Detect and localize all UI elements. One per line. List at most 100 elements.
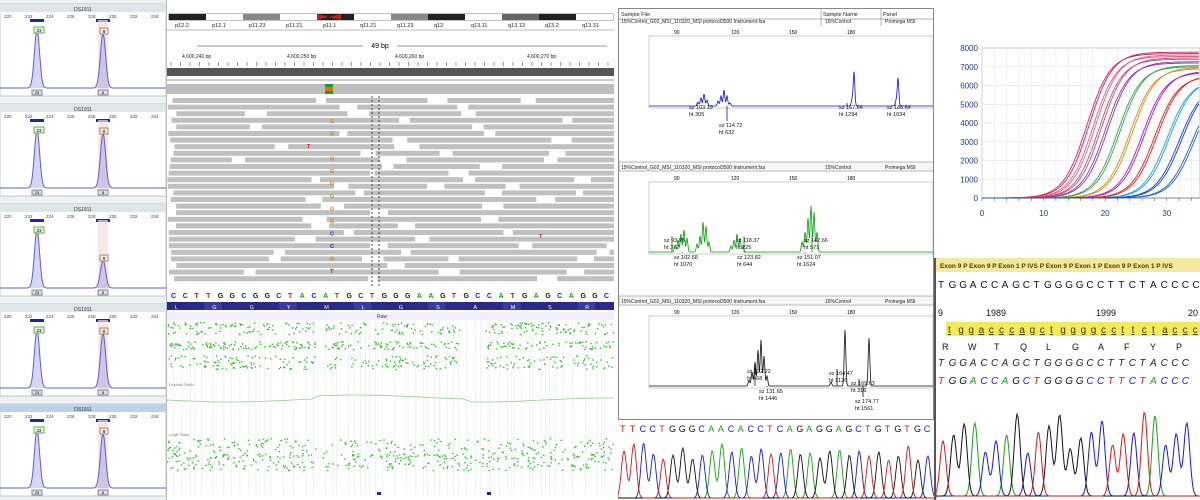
signal-point (241, 343, 244, 345)
signal-point (305, 361, 307, 364)
signal-point (167, 325, 170, 328)
signal-point (547, 322, 550, 324)
signal-point (246, 367, 249, 369)
read (590, 177, 614, 183)
signal-point (511, 327, 513, 330)
signal-point (246, 332, 248, 334)
highlighted-base: c (1040, 325, 1045, 336)
signal-point (378, 448, 380, 451)
signal-point (184, 324, 186, 326)
signal-point (375, 443, 377, 445)
signal-point (396, 343, 398, 345)
signal-point (286, 343, 288, 346)
signal-point (605, 342, 608, 344)
signal-point (499, 365, 502, 367)
signal-point (464, 456, 466, 458)
sequence-base: T (194, 293, 199, 300)
signal-point (233, 361, 236, 364)
signal-point (594, 455, 596, 458)
signal-point (178, 442, 181, 444)
signal-point (525, 347, 528, 349)
signal-point (399, 454, 401, 456)
signal-point (514, 448, 517, 451)
signal-point (389, 341, 391, 343)
amino-acid: A (473, 305, 477, 311)
signal-point (284, 465, 287, 467)
signal-point (238, 361, 241, 364)
signal-point (184, 356, 186, 358)
signal-point (532, 461, 535, 463)
signal-point (300, 343, 303, 346)
signal-point (532, 457, 535, 459)
peak-tag-box (33, 426, 45, 434)
signal-point (339, 358, 342, 361)
signal-point (454, 459, 456, 461)
signal-point (410, 327, 413, 330)
signal-point (192, 457, 195, 459)
ideogram-band (354, 14, 391, 20)
base-call: C (777, 424, 784, 434)
signal-point (560, 439, 562, 442)
signal-point (206, 344, 209, 347)
reference-base: G (959, 280, 967, 291)
signal-point (426, 359, 429, 362)
base-call: T (630, 424, 636, 434)
signal-point (231, 364, 233, 366)
bin-tag-box (31, 89, 43, 96)
chromatogram-trace (618, 442, 938, 499)
base-call: T (767, 424, 773, 434)
signal-point (170, 467, 172, 470)
signal-point (287, 469, 290, 472)
signal-point (496, 357, 499, 359)
signal-point (436, 355, 438, 357)
signal-point (189, 364, 191, 366)
subplot-header-bar (0, 204, 166, 212)
signal-point (513, 362, 516, 365)
signal-point (208, 460, 211, 463)
signal-point (256, 446, 259, 448)
signal-point (291, 327, 294, 329)
trace-base: T (1033, 376, 1040, 387)
signal-point (199, 363, 201, 365)
signal-point (578, 456, 580, 458)
signal-point (250, 366, 253, 369)
tick-label: 232 (130, 314, 138, 319)
signal-point (399, 360, 401, 362)
signal-point (302, 449, 304, 452)
signal-point (254, 347, 256, 349)
signal-point (448, 347, 450, 350)
coverage-ruler-band (167, 68, 614, 76)
signal-point (351, 357, 353, 360)
axis-tick: 90 (674, 30, 680, 36)
signal-point (539, 348, 541, 351)
signal-point (448, 330, 450, 332)
position-number: 1989 (986, 308, 1006, 318)
signal-point (170, 355, 172, 357)
signal-point (262, 438, 265, 441)
signal-point (531, 325, 533, 327)
signal-point (494, 362, 496, 365)
signal-point (207, 439, 209, 441)
signal-point (196, 333, 198, 336)
signal-point (433, 454, 435, 457)
signal-point (170, 345, 173, 347)
signal-point (350, 445, 353, 448)
signal-point (519, 333, 522, 336)
signal-point (428, 365, 430, 368)
signal-point (225, 453, 227, 456)
signal-point (433, 440, 436, 442)
trace-base: C (1182, 376, 1190, 387)
signal-point (423, 367, 425, 370)
signal-point (534, 449, 536, 451)
axis-tick: 120 (731, 176, 740, 182)
msi-subpanel: 15%Control_G02_MSI_110320_MSI protocol35… (619, 295, 933, 412)
signal-point (409, 342, 412, 345)
highlighted-base: a (1019, 325, 1025, 336)
signal-point (573, 330, 575, 333)
signal-point (334, 345, 337, 347)
plot-frame (648, 181, 933, 255)
signal-point (542, 322, 544, 325)
signal-point (437, 449, 440, 452)
signal-point (386, 442, 389, 444)
peak-height-label: ht 372 (664, 245, 679, 251)
